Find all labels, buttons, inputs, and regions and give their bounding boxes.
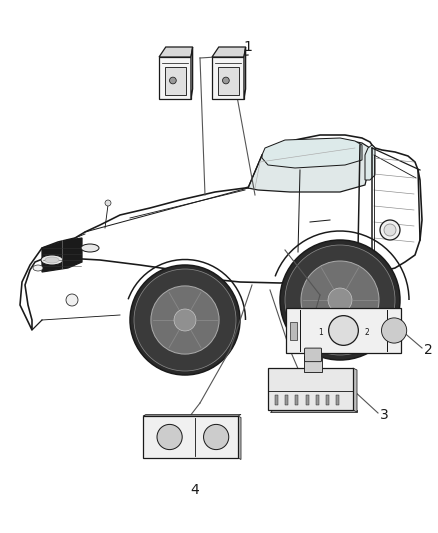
Ellipse shape	[41, 255, 63, 265]
Bar	[143, 416, 238, 458]
Text: 2: 2	[364, 328, 369, 337]
Polygon shape	[212, 47, 246, 57]
Ellipse shape	[45, 257, 59, 263]
Polygon shape	[42, 238, 82, 272]
Circle shape	[130, 265, 240, 375]
Bar	[316, 395, 319, 405]
Bar	[159, 57, 191, 99]
Circle shape	[301, 261, 379, 339]
Circle shape	[174, 309, 196, 331]
Polygon shape	[365, 145, 375, 180]
Polygon shape	[244, 47, 246, 99]
Bar	[336, 395, 339, 405]
Ellipse shape	[33, 265, 43, 271]
Bar	[306, 395, 309, 405]
Circle shape	[380, 220, 400, 240]
Bar	[295, 395, 298, 405]
Bar	[304, 356, 322, 372]
Circle shape	[157, 424, 182, 450]
Polygon shape	[353, 368, 357, 412]
Circle shape	[381, 318, 407, 343]
Polygon shape	[238, 416, 241, 459]
Polygon shape	[159, 47, 193, 57]
Polygon shape	[248, 140, 372, 192]
Text: 1: 1	[244, 40, 252, 54]
Bar	[285, 395, 288, 405]
Polygon shape	[262, 138, 362, 168]
Text: 3: 3	[380, 408, 389, 422]
Circle shape	[384, 224, 396, 236]
Bar	[218, 67, 239, 94]
Circle shape	[328, 288, 352, 312]
Text: 4: 4	[191, 483, 199, 497]
Circle shape	[66, 294, 78, 306]
Circle shape	[105, 200, 111, 206]
Circle shape	[134, 269, 236, 371]
Circle shape	[151, 286, 219, 354]
Bar	[268, 368, 353, 410]
FancyBboxPatch shape	[304, 348, 321, 362]
Text: 2: 2	[424, 343, 433, 357]
Polygon shape	[143, 415, 241, 416]
Bar	[286, 308, 401, 353]
Bar	[326, 395, 329, 405]
Polygon shape	[20, 135, 422, 330]
Polygon shape	[191, 47, 193, 99]
Circle shape	[285, 245, 395, 355]
Circle shape	[223, 77, 229, 84]
Polygon shape	[270, 410, 357, 412]
Circle shape	[280, 240, 400, 360]
Bar	[212, 57, 244, 99]
Bar	[165, 67, 186, 94]
Circle shape	[328, 316, 358, 345]
Circle shape	[170, 77, 176, 84]
Circle shape	[204, 424, 229, 450]
Bar	[275, 395, 278, 405]
Text: 1: 1	[318, 328, 323, 337]
Bar	[290, 321, 297, 340]
Ellipse shape	[81, 244, 99, 252]
